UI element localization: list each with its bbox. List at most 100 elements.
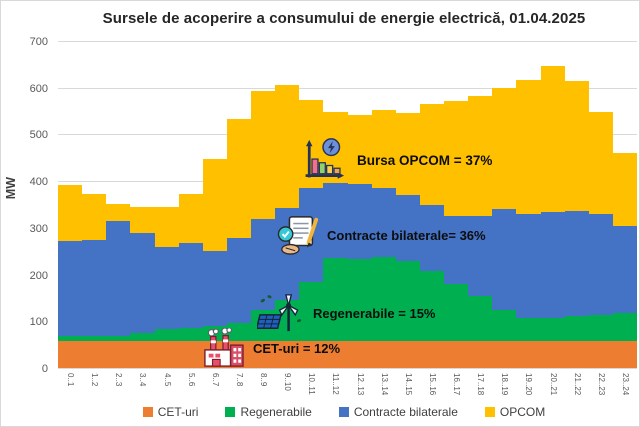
bar-0..1-regenerabile [58, 336, 82, 341]
bar-1..2-opcom [82, 194, 106, 240]
annotation-contracte-label: Contracte bilaterale= 36% [327, 227, 486, 243]
bar-22..23-opcom [589, 112, 613, 214]
bar-21..22-regenerabile [565, 316, 589, 341]
x-tick-label-13..14: 13..14 [380, 373, 389, 396]
bar-21..22-opcom [565, 81, 589, 211]
gridline-0 [58, 368, 637, 369]
bar-2..3-regenerabile [106, 336, 130, 341]
legend-swatch-cet-uri [142, 407, 153, 417]
bar-22..23-regenerabile [589, 315, 613, 341]
x-tick-label-15..16: 15..16 [428, 373, 437, 396]
annotation-cet-label: CET-uri = 12% [253, 340, 341, 356]
bar-15..16-regenerabile [420, 271, 444, 341]
x-tick-label-21..22: 21..22 [573, 373, 582, 396]
x-tick-label-5..6: 5..6 [187, 373, 196, 387]
x-tick-label-8..9: 8..9 [259, 373, 268, 387]
bar-0..1-opcom [58, 185, 82, 241]
bar-16..17-contracte-bilaterale [444, 216, 468, 284]
bar-16..17-opcom [444, 101, 468, 216]
bar-21..22-cet-uri [565, 341, 589, 368]
bar-2..3-cet-uri [106, 341, 130, 368]
bar-0..1-cet-uri [58, 341, 82, 368]
annotation-bursa-opcom: Bursa OPCOM = 37% [301, 137, 492, 183]
bar-14..15-cet-uri [396, 341, 420, 368]
legend-item-opcom: OPCOM [484, 405, 546, 419]
bar-19..20-opcom [516, 80, 541, 214]
annotation-cet: CET-uri = 12% [201, 328, 340, 368]
y-tick-label-200: 200 [29, 270, 48, 282]
bar-20..21-contracte-bilaterale [541, 212, 565, 318]
bar-8..9-cet-uri [251, 341, 275, 368]
x-tick-label-19..20: 19..20 [524, 373, 533, 396]
y-tick-label-400: 400 [29, 176, 48, 188]
bar-23..24-contracte-bilaterale [613, 226, 637, 313]
bar-17..18-contracte-bilaterale [468, 216, 492, 296]
x-tick-label-10..11: 10..11 [307, 373, 316, 395]
annotation-regenerabile-label: Regenerabile = 15% [313, 305, 436, 321]
x-tick-label-16..17: 16..17 [452, 373, 461, 396]
energy-market-icon [305, 138, 345, 179]
bar-15..16-contracte-bilaterale [420, 205, 444, 271]
chart-legend: CET-uri Regenerabile Contracte bilaterale O… [49, 405, 639, 419]
bar-3..4-cet-uri [130, 341, 155, 368]
legend-item-cet-uri: CET-uri [142, 405, 199, 419]
bar-1..2-regenerabile [82, 336, 106, 341]
y-axis-title: MW [4, 177, 18, 200]
x-tick-label-12..13: 12..13 [356, 373, 365, 396]
bar-4..5-opcom [155, 207, 179, 247]
bar-0..1-contracte-bilaterale [58, 241, 82, 336]
bar-8..9-contracte-bilaterale [251, 219, 275, 310]
bar-3..4-regenerabile [130, 333, 155, 341]
bar-12..13-opcom [348, 115, 372, 184]
x-tick-label-18..19: 18..19 [500, 373, 509, 396]
chart-title: Sursele de acoperire a consumului de ene… [102, 10, 586, 27]
x-tick-label-2..3: 2..3 [114, 373, 123, 387]
bar-17..18-opcom [468, 96, 492, 216]
bar-1..2-contracte-bilaterale [82, 240, 106, 336]
bar-2..3-contracte-bilaterale [106, 221, 130, 336]
bar-13..14-opcom [372, 110, 396, 188]
bar-19..20-regenerabile [516, 318, 541, 341]
bar-12..13-cet-uri [348, 341, 372, 368]
bar-20..21-cet-uri [541, 341, 565, 368]
bar-6..7-contracte-bilaterale [203, 251, 227, 326]
bar-4..5-regenerabile [155, 329, 179, 341]
bar-7..8-opcom [227, 119, 251, 238]
bar-11..12-regenerabile [323, 258, 348, 341]
bar-18..19-regenerabile [492, 310, 516, 341]
annotation-bursa-opcom-label: Bursa OPCOM = 37% [357, 152, 493, 168]
bar-14..15-contracte-bilaterale [396, 195, 420, 261]
legend-label: OPCOM [499, 405, 546, 419]
bar-12..13-contracte-bilaterale [348, 184, 372, 259]
bar-20..21-opcom [541, 66, 565, 212]
bar-13..14-regenerabile [372, 257, 396, 341]
contract-icon [277, 216, 319, 255]
bar-23..24-cet-uri [613, 341, 637, 368]
x-tick-label-4..5: 4..5 [163, 373, 172, 387]
x-tick-label-17..18: 17..18 [476, 373, 485, 396]
bar-23..24-regenerabile [613, 313, 637, 341]
legend-label: Regenerabile [240, 405, 312, 419]
legend-label: CET-uri [157, 405, 199, 419]
bar-7..8-contracte-bilaterale [227, 238, 251, 323]
x-tick-label-6..7: 6..7 [211, 373, 220, 387]
bar-15..16-opcom [420, 104, 444, 205]
bar-11..12-contracte-bilaterale [323, 183, 348, 258]
x-tick-label-7..8: 7..8 [235, 373, 244, 387]
bar-13..14-contracte-bilaterale [372, 188, 396, 257]
bar-12..13-regenerabile [348, 259, 372, 341]
bar-22..23-cet-uri [589, 341, 613, 368]
y-tick-label-300: 300 [29, 223, 48, 235]
bar-17..18-cet-uri [468, 341, 492, 368]
legend-item-contracte-bilaterale: Contracte bilaterale [338, 405, 458, 419]
bar-10..11-regenerabile [299, 282, 323, 341]
x-tick-label-20..21: 20..21 [549, 373, 558, 396]
x-tick-label-11..12: 11..12 [331, 373, 340, 395]
bar-8..9-opcom [251, 91, 275, 219]
y-tick-label-500: 500 [29, 129, 48, 141]
bar-4..5-contracte-bilaterale [155, 247, 179, 329]
legend-swatch-opcom [484, 407, 495, 417]
x-tick-label-23..24: 23..24 [621, 373, 630, 396]
y-tick-label-600: 600 [29, 83, 48, 95]
